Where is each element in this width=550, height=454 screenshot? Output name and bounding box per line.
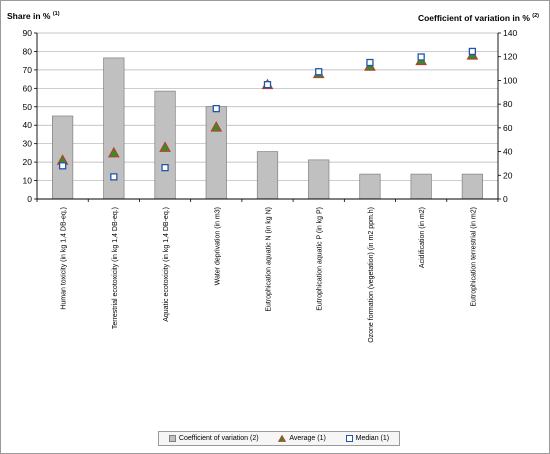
chart-legend: Coefficient of variation (2) Average (1)… [158, 431, 400, 446]
median-marker [58, 162, 67, 170]
legend-item-average: Average (1) [278, 435, 326, 442]
cv-bar [461, 173, 483, 200]
cv-bar [308, 159, 330, 200]
y-left-axis-title: Share in % (1) [7, 11, 60, 21]
y-right-tick-label: 140 [503, 28, 517, 38]
average-marker [159, 141, 171, 152]
y-right-tick-label: 20 [503, 170, 513, 180]
cv-bar [205, 106, 227, 200]
y-right-tick-label: 0 [503, 194, 508, 204]
legend-label-cv: Coefficient of variation (2) [178, 435, 259, 442]
average-marker [210, 121, 223, 132]
y-left-tick-label: 10 [23, 176, 33, 186]
y-right-tick-label: 40 [503, 147, 513, 157]
legend-label-median: Median (1) [355, 435, 390, 442]
legend-item-median: Median (1) [345, 435, 390, 442]
tick-labels: 0 10 20 30 40 50 60 70 80 90 0 20 40 60 80 100 120 140 Hum… [23, 28, 518, 343]
y-right-tick-label: 60 [503, 123, 513, 133]
legend-square-swatch [345, 435, 353, 442]
median-marker [161, 163, 169, 172]
category-label: Eutrophication aquatic P (in kg P) [317, 207, 324, 311]
y-left-tick-label: 30 [23, 139, 33, 149]
cv-bar [410, 173, 432, 200]
median-marker [468, 47, 477, 56]
y-left-tick-label: 50 [23, 102, 33, 112]
category-label: Eutrophication terrestrial (in m2) [470, 207, 477, 307]
legend-item-cv: Coefficient of variation (2) [168, 435, 259, 442]
median-marker [417, 53, 425, 61]
legend-bar-swatch [168, 435, 176, 442]
median-marker [212, 104, 220, 113]
y-left-tick-label: 0 [27, 194, 32, 204]
y-left-tick-label: 70 [23, 65, 33, 75]
median-marker [315, 68, 323, 76]
y-left-tick-label: 40 [23, 120, 33, 130]
median-marker [263, 80, 272, 89]
category-label: Water deprivation (in m3) [214, 207, 221, 285]
y-right-tick-label: 80 [503, 99, 513, 109]
category-label: Acidification (in m2) [419, 207, 426, 268]
y-right-tick-label: 100 [503, 75, 517, 85]
cv-bar [256, 151, 279, 200]
y-left-tick-label: 20 [23, 157, 33, 167]
legend-label-average: Average (1) [289, 435, 326, 442]
category-label: Human toxicity (in kg 1,4 DB-eq.) [61, 207, 68, 310]
y-left-tick-label: 60 [23, 83, 33, 93]
category-label: Terrestrial ecotoxicity (in kg 1,4 DB-eq… [112, 207, 119, 329]
category-label: Aquatic ecotoxicity (in kg 1,4 DB-eq.) [163, 207, 170, 322]
axes [34, 32, 501, 202]
cv-bar [359, 173, 381, 200]
median-marker [110, 173, 118, 181]
marker-series [56, 47, 479, 181]
legend-triangle-swatch [278, 435, 287, 442]
category-label: Ozone formation (vegetation) (in m2 ppm.… [368, 207, 375, 343]
median-marker [366, 58, 374, 67]
chart-plot: 0 10 20 30 40 50 60 70 80 90 0 20 40 60 80 100 120 140 Hum… [23, 28, 518, 343]
category-label: Eutrophication aquatic N (in kg N) [266, 207, 273, 312]
average-marker [107, 146, 120, 158]
y-right-tick-label: 120 [503, 52, 517, 62]
y-left-tick-label: 80 [23, 46, 33, 56]
y-left-tick-label: 90 [23, 28, 33, 38]
y-right-axis-title: Coefficient of variation in % (2) [417, 13, 539, 23]
